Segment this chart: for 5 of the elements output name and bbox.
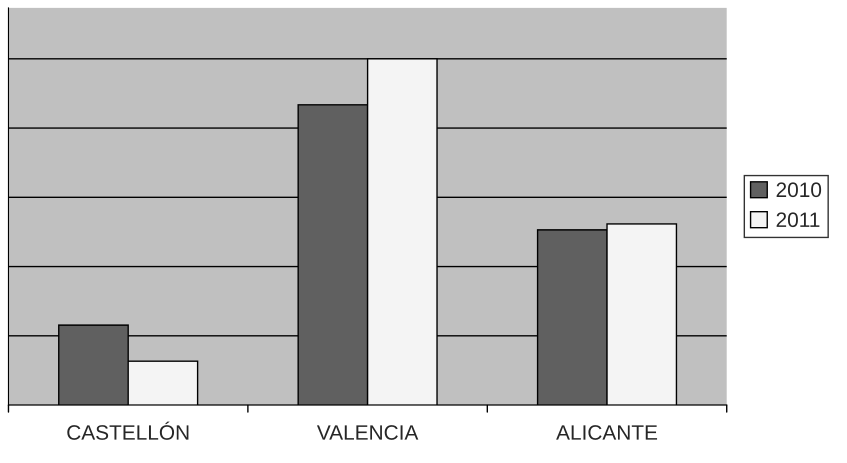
- legend-label: 2010: [776, 182, 822, 198]
- x-tick-label: VALENCIA: [316, 425, 418, 440]
- legend-label: 2011: [776, 212, 820, 228]
- x-tick-label: CASTELLÓN: [67, 422, 188, 440]
- x-tick-label: ALICANTE: [556, 425, 658, 440]
